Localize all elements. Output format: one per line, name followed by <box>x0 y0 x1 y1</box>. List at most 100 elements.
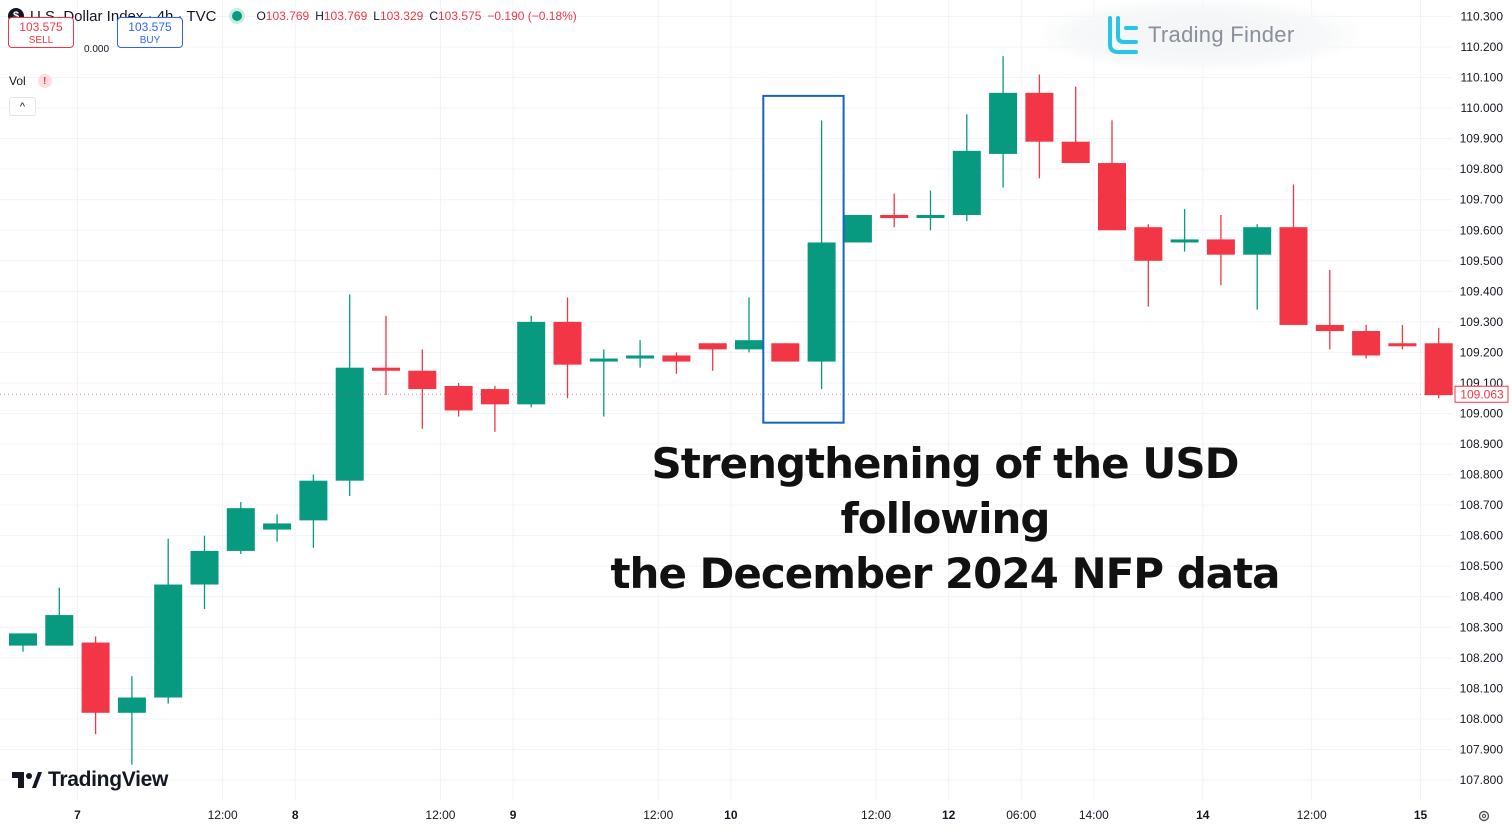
price-tick-label: 110.000 <box>1461 101 1504 115</box>
candle <box>807 120 836 390</box>
price-tick-label: 109.400 <box>1460 284 1504 298</box>
vol-label: Vol <box>9 74 26 88</box>
tradingview-logo-icon <box>12 772 42 788</box>
candle <box>952 114 981 222</box>
candle-body <box>299 480 328 521</box>
price-tick-label: 108.800 <box>1460 468 1504 482</box>
market-status-icon[interactable] <box>232 11 243 21</box>
candle-body <box>1424 343 1453 396</box>
time-tick-label: 14:00 <box>1079 808 1109 822</box>
last-price-label: 109.063 <box>1460 387 1504 401</box>
candle-body <box>553 321 582 365</box>
time-tick-label: 12:00 <box>208 808 238 822</box>
candle-body <box>589 358 618 362</box>
candle <box>408 349 437 429</box>
time-tick-label: 12:00 <box>861 808 891 822</box>
collapse-indicators-button[interactable]: ^ <box>9 97 36 116</box>
candle-body <box>517 321 546 405</box>
candle-body <box>698 343 727 350</box>
price-tick-label: 108.900 <box>1460 437 1504 451</box>
candle-body <box>372 367 400 371</box>
time-tick-label: 12:00 <box>425 808 455 822</box>
candle <box>45 587 74 646</box>
time-tick-label: 12 <box>942 808 956 822</box>
candle <box>735 297 763 353</box>
candle-body <box>807 242 836 362</box>
candle-body <box>626 355 655 359</box>
candle-body <box>117 697 146 713</box>
price-tick-label: 108.700 <box>1460 498 1504 512</box>
price-tick-label: 109.700 <box>1460 193 1504 207</box>
candle <box>1424 327 1453 399</box>
candle-body <box>1388 343 1417 347</box>
price-tick-label: 109.900 <box>1460 132 1504 146</box>
candle-body <box>335 367 364 481</box>
buy-label: BUY <box>139 34 161 46</box>
gear-icon[interactable] <box>1474 806 1494 826</box>
spread-value: 0.000 <box>84 44 110 55</box>
candle <box>880 193 909 228</box>
candle-body <box>1170 239 1199 243</box>
time-tick-label: 06:00 <box>1006 808 1036 822</box>
price-tick-label: 108.100 <box>1460 681 1504 695</box>
buy-button[interactable]: 103.575 BUY <box>117 16 183 48</box>
open-value: 103.769 <box>265 9 310 23</box>
last-price-tag <box>1454 385 1509 403</box>
close-value: 103.575 <box>438 9 482 23</box>
candle-body <box>916 214 945 219</box>
volume-indicator[interactable]: Vol ! <box>9 74 52 88</box>
candles-layer <box>9 56 1453 765</box>
candle-body <box>952 150 981 215</box>
candle <box>372 315 400 396</box>
price-tick-label: 109.200 <box>1460 345 1504 359</box>
low-label: L <box>373 9 380 23</box>
candle <box>626 340 655 368</box>
price-tick-label: 108.600 <box>1460 529 1504 543</box>
candle-body <box>989 92 1018 154</box>
sell-button[interactable]: 103.575 SELL <box>8 16 74 48</box>
candle <box>1098 120 1126 231</box>
chart-annotation: Strengthening of the USD following the D… <box>560 436 1330 601</box>
change-value: −0.190 (−0.18%) <box>487 9 577 23</box>
candle-body <box>263 523 292 530</box>
candle-body <box>1061 141 1090 164</box>
tradingview-branding[interactable]: TradingView <box>12 768 168 792</box>
price-tick-label: 109.500 <box>1460 254 1504 268</box>
time-tick-label: 12:00 <box>643 808 673 822</box>
candle-body <box>444 386 473 411</box>
candle <box>771 343 800 362</box>
sell-price: 103.575 <box>19 19 63 34</box>
price-tick-label: 109.800 <box>1460 162 1504 176</box>
time-tick-label: 14 <box>1196 808 1210 822</box>
candle <box>517 315 546 408</box>
nfp-highlight-box <box>762 94 845 424</box>
price-tick-label: 108.300 <box>1460 620 1504 634</box>
price-tick-label: 109.600 <box>1460 223 1504 237</box>
tradingview-text: TradingView <box>48 768 169 791</box>
candle <box>662 352 691 374</box>
time-tick-label: 10 <box>724 808 738 822</box>
candle-body <box>1315 324 1344 332</box>
candle-body <box>45 615 74 646</box>
candle <box>589 349 618 417</box>
price-tick-label: 108.200 <box>1460 651 1504 665</box>
time-tick-label: 7 <box>74 808 81 822</box>
candle <box>480 386 509 432</box>
trading-finder-logo-icon <box>1108 16 1138 54</box>
candle <box>117 676 146 765</box>
candle-body <box>480 389 509 405</box>
candle <box>1025 74 1054 179</box>
candle <box>226 502 255 554</box>
candle-body <box>190 550 219 585</box>
warning-icon[interactable]: ! <box>37 74 52 88</box>
price-tick-label: 108.000 <box>1460 712 1504 726</box>
candle <box>154 538 183 704</box>
candle <box>1352 324 1381 359</box>
candle-body <box>1279 227 1308 325</box>
time-axis: 7 12:00 8 12:00 9 12:00 10 12:00 12 06:00 14:00 14 1… <box>74 808 1427 822</box>
price-tick-label: 108.400 <box>1460 590 1504 604</box>
candle-body <box>662 355 691 362</box>
candle <box>1279 184 1308 325</box>
candle <box>843 214 872 243</box>
close-label: C <box>429 9 438 23</box>
